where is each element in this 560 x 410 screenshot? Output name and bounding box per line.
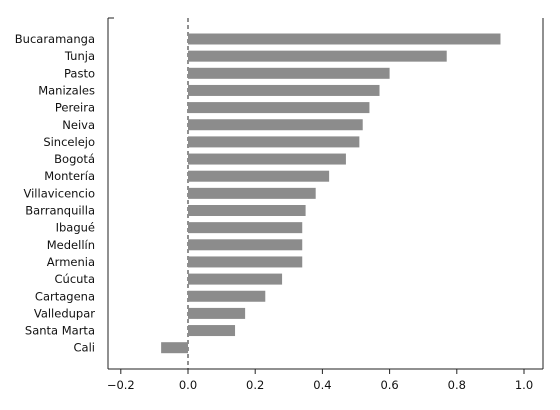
category-label: Santa Marta (25, 324, 95, 338)
bar-medellín (188, 239, 303, 251)
bar-cartagena (188, 290, 266, 302)
bar-ibagué (188, 222, 303, 234)
x-tick-label: 1.0 (515, 378, 533, 392)
bar-villavicencio (188, 187, 316, 199)
x-tick-label: −0.2 (107, 378, 135, 392)
category-label: Sincelejo (43, 135, 95, 149)
bar-pereira (188, 102, 370, 114)
bar-valledupar (188, 307, 246, 319)
bars-group (161, 33, 501, 354)
bar-bucaramanga (188, 33, 501, 45)
bar-neiva (188, 119, 363, 131)
bar-manizales (188, 84, 380, 96)
category-label: Pasto (64, 66, 95, 80)
bar-pasto (188, 67, 390, 79)
category-label: Armenia (47, 255, 95, 269)
category-label: Montería (44, 169, 95, 183)
category-label: Manizales (38, 83, 95, 97)
x-axis: −0.2 0.0 0.2 0.4 0.6 0.8 1.0 (107, 369, 533, 392)
category-label: Cúcuta (55, 272, 96, 286)
category-label: Neiva (62, 118, 95, 132)
category-label: Villavicencio (24, 186, 96, 200)
bar-bogotá (188, 153, 346, 165)
category-label: Barranquilla (25, 204, 95, 218)
x-tick-label: 0.2 (246, 378, 264, 392)
category-label: Cartagena (35, 289, 95, 303)
category-label: Valledupar (34, 306, 95, 320)
category-label: Bogotá (54, 152, 95, 166)
category-label: Bucaramanga (15, 32, 95, 46)
bar-santa-marta (188, 325, 236, 337)
category-label: Tunja (64, 49, 95, 63)
bar-cúcuta (188, 273, 283, 285)
bar-montería (188, 170, 330, 182)
x-tick-label: 0.6 (380, 378, 398, 392)
category-labels-group: Bucaramanga Tunja Pasto Manizales Pereira Nei… (15, 32, 95, 355)
x-tick-label: 0.0 (179, 378, 197, 392)
category-label: Pereira (55, 101, 95, 115)
category-label: Ibagué (56, 221, 95, 235)
bar-barranquilla (188, 205, 306, 216)
bar-armenia (188, 256, 303, 268)
bar-cali (161, 342, 188, 354)
category-label: Cali (74, 341, 95, 355)
bar-sincelejo (188, 136, 360, 148)
category-label: Medellín (47, 238, 95, 252)
x-tick-label: 0.4 (313, 378, 331, 392)
x-tick-label: 0.8 (448, 378, 466, 392)
bar-tunja (188, 50, 447, 62)
